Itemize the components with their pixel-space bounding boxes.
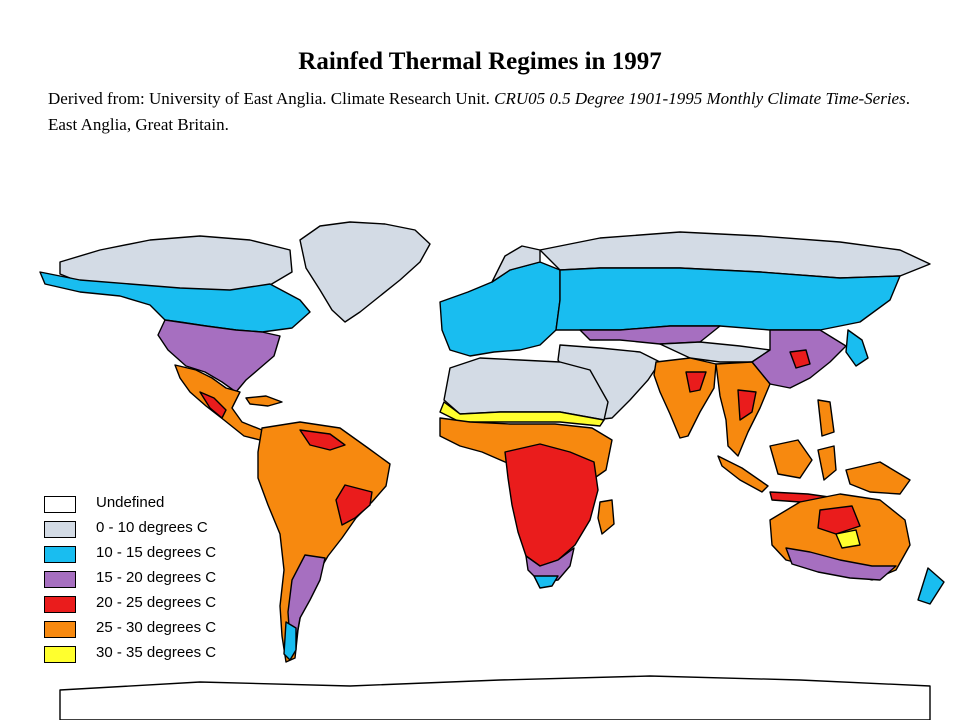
- region-sulawesi: [817, 445, 837, 481]
- region-australia-hot: [817, 505, 861, 535]
- region-china-hot: [789, 349, 811, 369]
- region-new-zealand: [917, 567, 945, 605]
- region-north-america-temperate: [157, 319, 281, 393]
- region-madagascar: [597, 499, 615, 535]
- legend-label: 30 - 35 degrees C: [96, 644, 217, 661]
- region-southern-africa-temperate: [525, 547, 575, 583]
- region-south-america-hot-north: [299, 429, 346, 451]
- region-southeast-asia-hot: [737, 389, 757, 421]
- region-south-america-cool: [283, 621, 297, 661]
- region-india-hot: [685, 371, 707, 393]
- region-south-america: [257, 421, 391, 663]
- region-antarctica: [59, 675, 931, 720]
- region-australia-temperate: [785, 547, 897, 581]
- region-asia-boreal: [555, 267, 901, 331]
- region-australia-hottest: [835, 529, 861, 549]
- legend-swatch: [44, 496, 76, 513]
- legend-item-undefined: Undefined: [44, 492, 244, 517]
- region-south-america-temperate: [287, 554, 326, 643]
- legend-item-25-30: 25 - 30 degrees C: [44, 617, 244, 642]
- legend-item-30-35: 30 - 35 degrees C: [44, 642, 244, 667]
- region-philippines: [817, 399, 835, 437]
- legend-swatch: [44, 521, 76, 538]
- region-india: [653, 357, 717, 439]
- region-korea-japan: [845, 329, 869, 367]
- legend-item-20-25: 20 - 25 degrees C: [44, 592, 244, 617]
- region-greenland: [299, 221, 431, 323]
- legend-label: Undefined: [96, 494, 165, 511]
- map-legend: Undefined 0 - 10 degrees C 10 - 15 degre…: [44, 492, 244, 667]
- source-citation: Derived from: University of East Anglia.…: [48, 86, 928, 138]
- region-new-guinea: [845, 461, 911, 495]
- region-southern-africa-cool: [533, 575, 559, 589]
- legend-swatch: [44, 546, 76, 563]
- world-map: [39, 221, 945, 720]
- region-central-america-hot: [199, 391, 227, 419]
- legend-item-0-10: 0 - 10 degrees C: [44, 517, 244, 542]
- source-dataset: CRU05 0.5 Degree 1901-1995 Monthly Clima…: [494, 89, 906, 108]
- legend-item-10-15: 10 - 15 degrees C: [44, 542, 244, 567]
- legend-swatch: [44, 571, 76, 588]
- source-suffix: . East Anglia, Great Britain.: [48, 89, 910, 134]
- source-prefix: Derived from: University of East Anglia.…: [48, 89, 495, 108]
- legend-label: 25 - 30 degrees C: [96, 619, 217, 636]
- region-sumatra: [717, 455, 769, 493]
- legend-label: 15 - 20 degrees C: [96, 569, 217, 586]
- region-central-africa: [504, 443, 599, 567]
- region-sahel: [439, 401, 605, 427]
- page-title: Rainfed Thermal Regimes in 1997: [298, 48, 662, 75]
- legend-item-15-20: 15 - 20 degrees C: [44, 567, 244, 592]
- legend-label: 0 - 10 degrees C: [96, 519, 208, 536]
- region-borneo: [769, 439, 813, 479]
- legend-swatch: [44, 646, 76, 663]
- legend-swatch: [44, 621, 76, 638]
- legend-label: 10 - 15 degrees C: [96, 544, 217, 561]
- region-cuba: [245, 395, 283, 407]
- legend-label: 20 - 25 degrees C: [96, 594, 217, 611]
- legend-swatch: [44, 596, 76, 613]
- region-south-america-hot-east: [335, 484, 373, 526]
